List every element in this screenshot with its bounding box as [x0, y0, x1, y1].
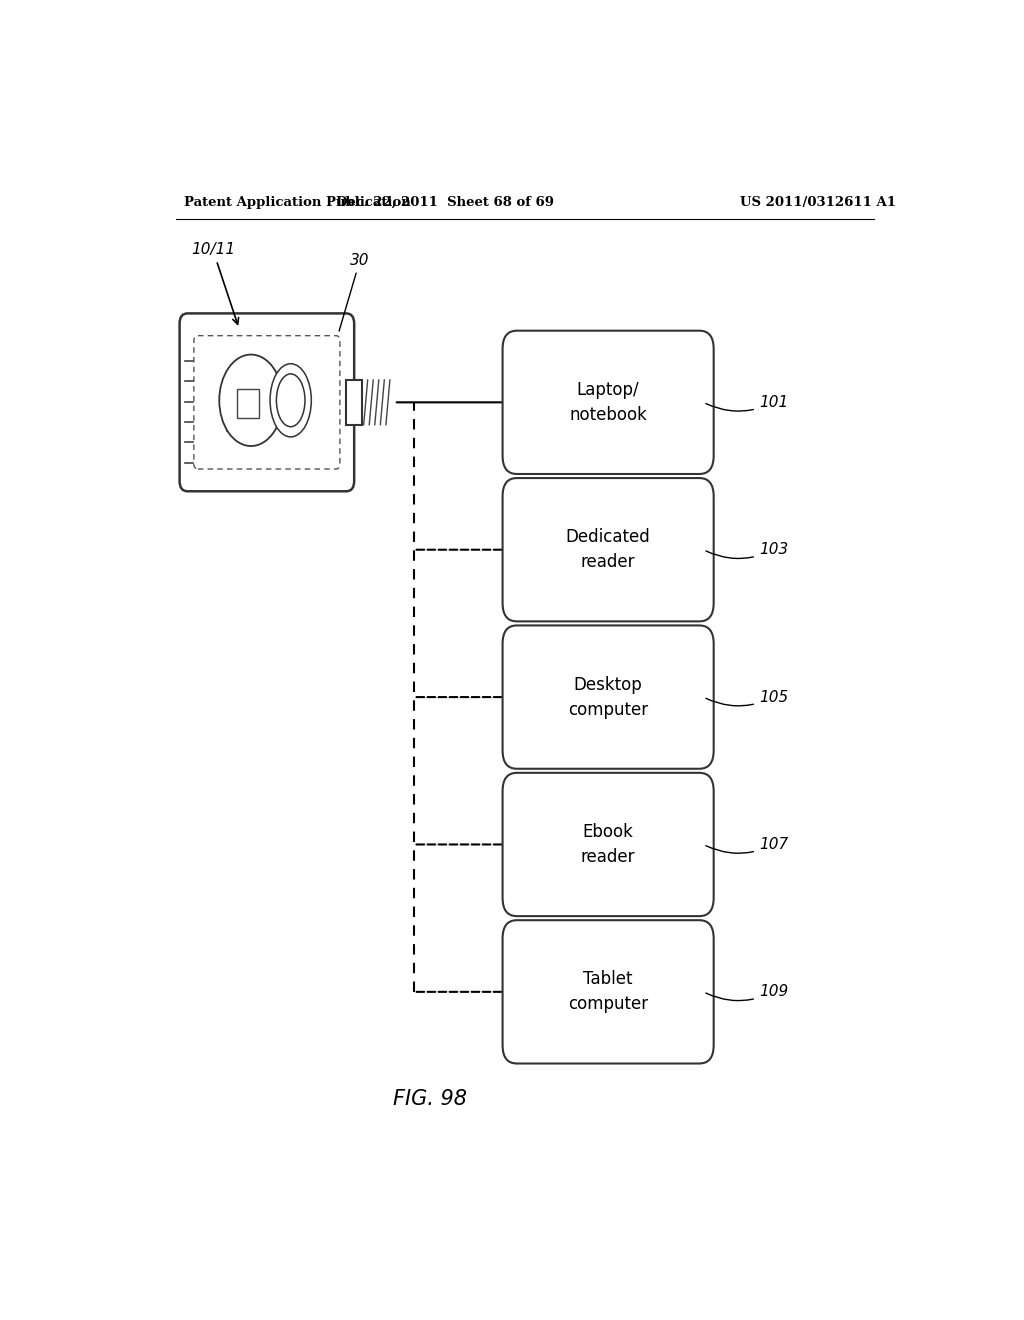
FancyBboxPatch shape — [503, 331, 714, 474]
Bar — [227, 374, 271, 430]
Text: Patent Application Publication: Patent Application Publication — [183, 195, 411, 209]
Ellipse shape — [276, 374, 305, 426]
Bar — [237, 389, 259, 417]
FancyBboxPatch shape — [503, 772, 714, 916]
FancyBboxPatch shape — [194, 335, 340, 469]
Ellipse shape — [270, 364, 311, 437]
FancyBboxPatch shape — [503, 626, 714, 768]
Text: 101: 101 — [706, 395, 788, 411]
FancyBboxPatch shape — [503, 478, 714, 622]
Text: Ebook
reader: Ebook reader — [581, 822, 635, 866]
Text: Tablet
computer: Tablet computer — [568, 970, 648, 1014]
Text: 109: 109 — [706, 985, 788, 1001]
Text: 103: 103 — [706, 543, 788, 558]
Text: Desktop
computer: Desktop computer — [568, 676, 648, 718]
Text: 105: 105 — [706, 689, 788, 706]
Text: Laptop/
notebook: Laptop/ notebook — [569, 381, 647, 424]
Text: 30: 30 — [339, 252, 370, 331]
Bar — [346, 380, 362, 425]
Text: FIG. 98: FIG. 98 — [392, 1089, 467, 1109]
FancyBboxPatch shape — [179, 313, 354, 491]
Text: Dedicated
reader: Dedicated reader — [565, 528, 650, 572]
Text: 107: 107 — [706, 837, 788, 853]
FancyBboxPatch shape — [503, 920, 714, 1064]
Ellipse shape — [219, 355, 283, 446]
Text: 10/11: 10/11 — [190, 243, 239, 325]
Text: Dec. 22, 2011  Sheet 68 of 69: Dec. 22, 2011 Sheet 68 of 69 — [337, 195, 554, 209]
Text: US 2011/0312611 A1: US 2011/0312611 A1 — [740, 195, 896, 209]
